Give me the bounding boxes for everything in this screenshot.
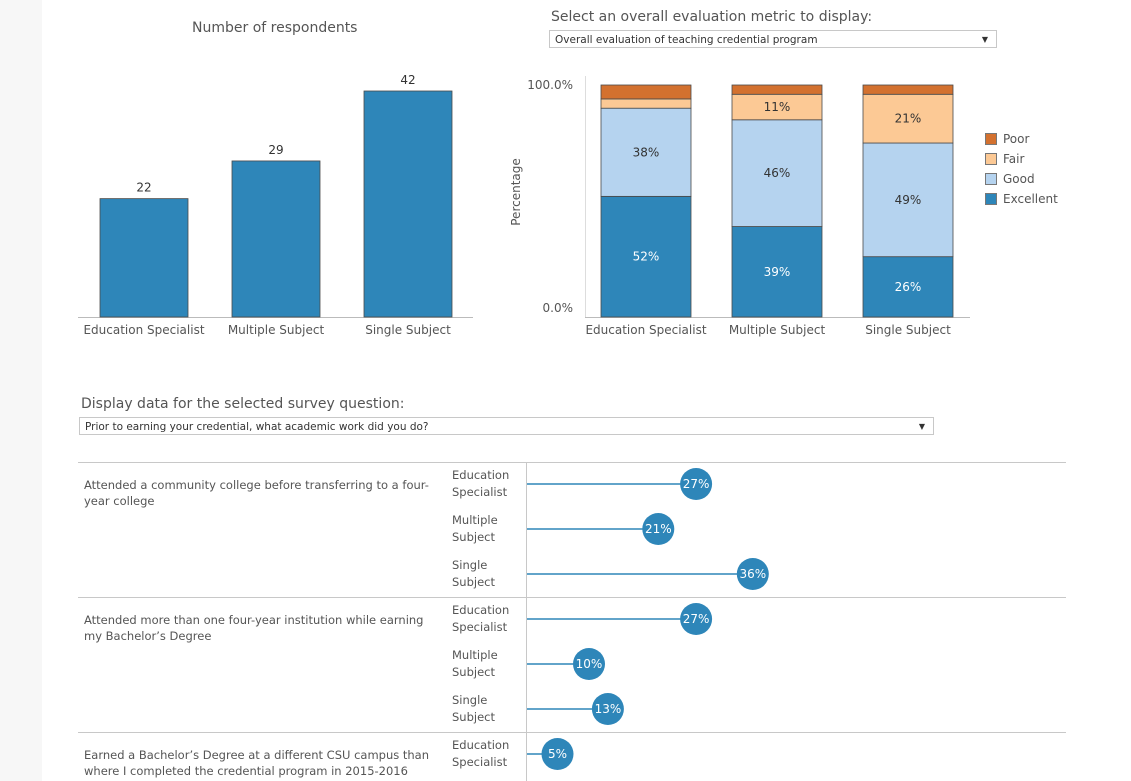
x-tick-label: Education Specialist xyxy=(83,323,204,337)
segment-label: 21% xyxy=(895,112,922,126)
lollipop-value-label: 36% xyxy=(739,567,766,581)
program-label: Education Specialist xyxy=(452,738,510,769)
program-label: Multiple Subject xyxy=(452,648,498,679)
stack-segment-excellent xyxy=(862,256,954,318)
legend-swatch xyxy=(985,133,997,145)
respondents-bar-chart: 22 Education Specialist 29 Multiple Subject… xyxy=(78,73,473,337)
legend-label: Good xyxy=(1003,172,1035,186)
stack-segment-poor xyxy=(731,84,823,95)
lollipop-value-label: 27% xyxy=(683,477,710,491)
stack-segment-good xyxy=(862,142,954,258)
program-label: Multiple Subject xyxy=(452,513,498,544)
legend-label: Poor xyxy=(1003,132,1030,146)
legend-item-poor[interactable]: Poor xyxy=(985,132,1029,146)
segment-label: 38% xyxy=(633,145,660,159)
lollipop-axis-line xyxy=(526,462,527,781)
stack-segment-good xyxy=(731,119,823,227)
stack-segment-excellent xyxy=(600,195,692,318)
legend-label: Excellent xyxy=(1003,192,1058,206)
x-tick-label: Single Subject xyxy=(865,323,951,337)
x-tick-label: Single Subject xyxy=(365,323,451,337)
bar-1 xyxy=(231,160,321,318)
legend-swatch xyxy=(985,173,997,185)
y-axis-title: Percentage xyxy=(509,158,523,226)
y-tick-label: 0.0% xyxy=(543,301,574,315)
row-separator xyxy=(78,597,1066,598)
metric-dropdown-value: Overall evaluation of teaching credentia… xyxy=(555,34,818,46)
legend-label: Fair xyxy=(1003,152,1025,166)
legend-item-excellent[interactable]: Excellent xyxy=(985,192,1058,206)
survey-question-label: Attended more than one four-year institu… xyxy=(84,613,424,643)
chevron-down-icon: ▼ xyxy=(918,422,925,431)
stack-segment-good xyxy=(600,107,692,197)
segment-label: 26% xyxy=(895,280,922,294)
x-tick-label: Multiple Subject xyxy=(228,323,325,337)
bar-value-label: 29 xyxy=(268,143,283,157)
segment-label: 52% xyxy=(633,250,660,264)
metric-dropdown[interactable]: Overall evaluation of teaching credentia… xyxy=(549,30,997,48)
evaluation-stacked-chart: 100.0% 0.0% Percentage 52% 38% Education Spec… xyxy=(509,76,970,337)
chevron-down-icon: ▼ xyxy=(981,35,988,44)
program-label: Education Specialist xyxy=(452,468,510,499)
bar-value-label: 22 xyxy=(136,181,151,195)
bar-value-label: 42 xyxy=(400,73,415,87)
program-label: Education Specialist xyxy=(452,603,510,634)
program-label: Single Subject xyxy=(452,558,495,589)
segment-label: 46% xyxy=(764,166,791,180)
segment-label: 11% xyxy=(764,100,791,114)
stack-segment-fair xyxy=(862,93,954,144)
row-separator xyxy=(78,462,1066,463)
stack-segment-excellent xyxy=(731,226,823,318)
legend-swatch xyxy=(985,193,997,205)
segment-label: 49% xyxy=(895,193,922,207)
lollipop-dot xyxy=(573,648,605,680)
x-tick-label: Education Specialist xyxy=(585,323,706,337)
x-tick-label: Multiple Subject xyxy=(729,323,826,337)
bar-0 xyxy=(99,198,189,318)
lollipop-dot xyxy=(541,738,574,770)
lollipop-value-label: 5% xyxy=(548,747,567,761)
bar-chart-title: Number of respondents xyxy=(192,20,358,36)
lollipop-dot xyxy=(736,558,769,590)
survey-dropdown-value: Prior to earning your credential, what a… xyxy=(85,421,429,433)
lollipop-dot xyxy=(680,603,713,635)
bar-2 xyxy=(363,90,453,318)
lollipop-value-label: 13% xyxy=(595,702,622,716)
y-tick-label: 100.0% xyxy=(527,78,573,92)
metric-selector-label: Select an overall evaluation metric to d… xyxy=(551,9,873,25)
survey-question-label: Attended a community college before tran… xyxy=(84,478,429,508)
lollipop-value-label: 27% xyxy=(683,612,710,626)
program-label: Single Subject xyxy=(452,693,495,724)
lollipop-value-label: 10% xyxy=(576,657,603,671)
survey-question-dropdown[interactable]: Prior to earning your credential, what a… xyxy=(79,417,934,435)
legend-swatch xyxy=(985,153,997,165)
survey-selector-label: Display data for the selected survey que… xyxy=(81,396,405,412)
stack-segment-fair xyxy=(731,93,823,121)
lollipop-value-label: 21% xyxy=(645,522,672,536)
stack-segment-poor xyxy=(862,84,954,95)
legend-item-good[interactable]: Good xyxy=(985,172,1035,186)
left-margin-strip xyxy=(0,0,42,781)
lollipop-dot xyxy=(642,513,675,545)
survey-question-label: Earned a Bachelor’s Degree at a differen… xyxy=(84,748,430,778)
legend-item-fair[interactable]: Fair xyxy=(985,152,1024,166)
segment-label: 39% xyxy=(764,265,791,279)
stack-segment-poor xyxy=(600,84,692,100)
row-separator xyxy=(78,732,1066,733)
lollipop-dot xyxy=(680,468,713,500)
lollipop-dot xyxy=(591,693,624,725)
